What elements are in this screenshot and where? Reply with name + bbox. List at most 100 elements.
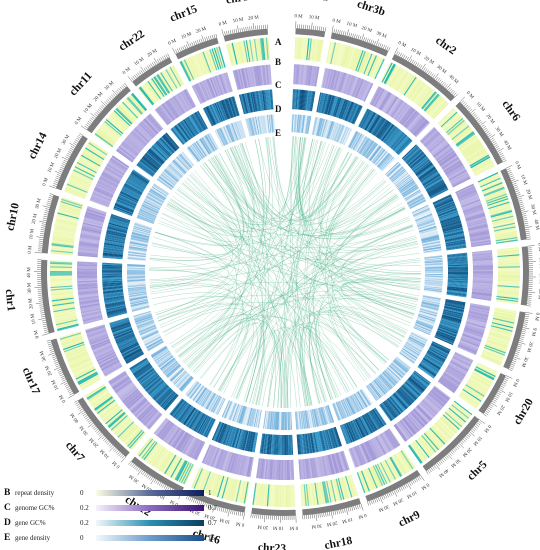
repeat-density-bin bbox=[58, 207, 81, 215]
tick-mark bbox=[86, 418, 90, 421]
gene-density-bin bbox=[136, 319, 154, 327]
genome-gc-bin bbox=[254, 65, 260, 87]
gene-density-bin bbox=[297, 411, 300, 430]
synteny-link bbox=[192, 138, 313, 373]
tick-mark bbox=[44, 211, 49, 214]
repeat-density-bin bbox=[96, 131, 115, 146]
gene-gc-bin bbox=[359, 416, 370, 435]
gene-gc-bin bbox=[206, 106, 216, 125]
gene-gc-bin bbox=[182, 119, 195, 138]
gene-density-bin bbox=[411, 204, 429, 214]
gene-density-bin bbox=[161, 172, 177, 185]
gene-density-bin bbox=[412, 205, 429, 214]
tick-mark bbox=[55, 177, 60, 180]
repeat-density-bin bbox=[119, 423, 137, 441]
gene-gc-bin bbox=[235, 428, 242, 449]
genome-gc-bin bbox=[221, 451, 230, 471]
gene-density-bin bbox=[358, 137, 369, 154]
repeat-density-bin bbox=[58, 206, 81, 214]
gene-density-bin bbox=[420, 233, 439, 239]
repeat-density-bin bbox=[179, 462, 191, 483]
gene-density-bin bbox=[185, 380, 198, 396]
gene-gc-bin bbox=[444, 304, 465, 310]
gene-density-bin bbox=[422, 244, 441, 249]
repeat-density-bin bbox=[497, 285, 520, 288]
gene-gc-bin bbox=[233, 96, 240, 116]
synteny-link bbox=[155, 162, 242, 316]
tick-mark bbox=[441, 81, 445, 86]
repeat-density-bin bbox=[74, 367, 96, 379]
tick-mark bbox=[503, 380, 508, 383]
synteny-link bbox=[214, 155, 313, 406]
tick-label: 10 M bbox=[83, 103, 94, 115]
gene-gc-bin bbox=[104, 241, 125, 247]
genome-gc-bin bbox=[77, 282, 98, 286]
genome-gc-bin bbox=[95, 349, 115, 360]
repeat-density-bin bbox=[54, 312, 77, 319]
tick-mark bbox=[200, 38, 203, 43]
tick-mark bbox=[105, 100, 109, 104]
gene-gc-bin bbox=[103, 248, 124, 253]
gene-density-bin bbox=[186, 148, 199, 163]
tick-mark bbox=[90, 117, 94, 121]
tick-mark bbox=[319, 513, 321, 518]
gene-gc-bin bbox=[139, 159, 157, 173]
repeat-density-bin bbox=[160, 452, 174, 473]
repeat-density-bin bbox=[57, 212, 79, 220]
gene-gc-bin bbox=[126, 353, 145, 365]
repeat-density-bin bbox=[237, 480, 244, 503]
gene-density-bin bbox=[289, 411, 292, 430]
gene-density-bin bbox=[423, 289, 442, 294]
gene-density-bin bbox=[133, 313, 152, 320]
gene-density-bin bbox=[268, 411, 271, 430]
tick-mark bbox=[411, 59, 414, 64]
gene-gc-bin bbox=[442, 312, 463, 319]
tick-mark bbox=[484, 129, 489, 133]
repeat-density-bin bbox=[480, 178, 502, 189]
gene-gc-bin bbox=[140, 158, 157, 173]
gene-density-bin bbox=[325, 120, 332, 139]
gene-gc-bin bbox=[144, 376, 161, 391]
gene-density-bin bbox=[127, 278, 146, 281]
gene-density-bin bbox=[356, 392, 367, 409]
gene-density-bin bbox=[375, 151, 389, 166]
gene-gc-bin bbox=[378, 121, 391, 139]
synteny-link bbox=[186, 294, 417, 367]
tick-mark bbox=[41, 223, 46, 225]
gene-density-bin bbox=[422, 242, 441, 247]
genome-gc-bin bbox=[457, 345, 477, 356]
ideogram-chr18 bbox=[302, 498, 361, 516]
tick-mark bbox=[486, 409, 491, 412]
tick-mark bbox=[396, 51, 399, 55]
repeat-density-bin bbox=[109, 413, 127, 429]
gene-gc-bin bbox=[412, 373, 429, 387]
repeat-density-bin bbox=[495, 239, 518, 244]
genome-gc-bin bbox=[350, 447, 360, 467]
gene-density-bin bbox=[130, 235, 149, 241]
repeat-density-bin bbox=[461, 140, 481, 154]
repeat-density-bin bbox=[146, 81, 161, 101]
gene-density-bin bbox=[201, 390, 212, 407]
tick-label: 10 M bbox=[471, 435, 482, 447]
genome-gc-bin bbox=[141, 119, 157, 136]
gene-gc-bin bbox=[258, 90, 263, 111]
genome-gc-bin bbox=[466, 217, 487, 225]
gene-density-bin bbox=[356, 136, 367, 153]
tick-mark bbox=[209, 504, 212, 509]
repeat-density-bin bbox=[497, 261, 520, 264]
gene-gc-bin bbox=[351, 420, 361, 440]
synteny-link bbox=[273, 136, 287, 408]
repeat-density-bin bbox=[50, 283, 73, 286]
repeat-density-bin bbox=[50, 280, 73, 284]
tick-mark bbox=[471, 428, 476, 432]
tick-label: 0 M bbox=[28, 245, 34, 254]
repeat-density-bin bbox=[53, 306, 75, 312]
genome-gc-bin bbox=[201, 80, 212, 100]
gene-gc-bin bbox=[410, 154, 427, 169]
gene-density-bin bbox=[137, 213, 155, 222]
genome-gc-bin bbox=[264, 64, 268, 85]
repeat-density-bin bbox=[119, 422, 136, 440]
gene-gc-bin bbox=[308, 433, 313, 454]
gene-gc-bin bbox=[248, 92, 254, 113]
genome-gc-bin bbox=[108, 160, 127, 173]
